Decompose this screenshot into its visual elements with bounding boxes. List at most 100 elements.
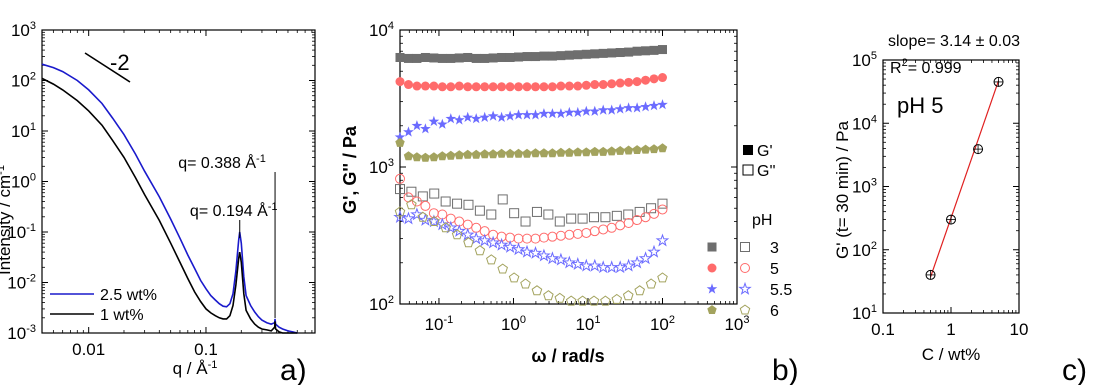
marker-storage-ph-5.5 — [445, 113, 457, 124]
marker-storage-ph-5 — [657, 73, 667, 83]
marker-storage-ph-3 — [590, 49, 600, 59]
marker-storage-ph-5.5 — [631, 102, 643, 113]
marker-storage-ph-6 — [564, 147, 575, 157]
marker-storage-ph-3 — [403, 53, 413, 63]
marker-loss-ph-3 — [417, 191, 428, 202]
marker-storage-ph-3 — [624, 47, 634, 57]
marker-storage-ph-5 — [547, 82, 557, 92]
marker-loss-ph-5 — [606, 222, 617, 233]
marker-storage-ph-3 — [657, 45, 667, 55]
marker-loss-ph-6 — [486, 254, 497, 265]
marker-loss-ph-3 — [634, 206, 645, 217]
marker-storage-ph-3 — [395, 52, 405, 62]
marker-storage-ph-5.5 — [504, 110, 516, 121]
marker-loss-ph-6 — [463, 237, 474, 248]
marker-loss-ph-5.5 — [503, 239, 517, 253]
marker-storage-ph-6 — [615, 145, 625, 155]
y-tick-label: 10-2 — [7, 273, 36, 293]
marker-storage-ph-3 — [547, 51, 557, 61]
legend-ph-label-3: 3 — [770, 240, 779, 257]
marker-storage-ph-3 — [649, 45, 659, 55]
marker-storage-ph-6 — [657, 143, 668, 153]
marker-storage-ph-5 — [624, 77, 634, 87]
marker-loss-ph-5 — [555, 230, 566, 241]
marker-loss-ph-6 — [508, 272, 520, 283]
panel-a-y-label-main: Intensity / cm — [0, 175, 14, 275]
marker-loss-ph-5 — [462, 219, 473, 230]
marker-storage-ph-5.5 — [487, 110, 499, 121]
marker-loss-ph-3 — [646, 203, 657, 214]
marker-loss-ph-6 — [577, 295, 588, 306]
marker-storage-ph-5 — [607, 79, 617, 89]
x-tick-label-base: 10 — [650, 315, 669, 334]
marker-storage-ph-5.5 — [436, 118, 448, 129]
marker-storage-ph-5 — [488, 82, 498, 92]
legend-ph-label-6: 6 — [770, 303, 779, 320]
marker-storage-ph-5.5 — [462, 111, 474, 123]
legend-filled-ph-6 — [707, 305, 717, 315]
marker-storage-ph-5 — [598, 80, 608, 90]
marker-storage-ph-5.5 — [640, 101, 651, 112]
marker-loss-ph-5.5 — [511, 242, 526, 256]
marker-loss-ph-6 — [451, 229, 463, 240]
marker-loss-ph-5.5 — [579, 258, 594, 272]
panel-c-x-axis-label: C / wt% — [922, 345, 981, 364]
peak-2-label-sup: -1 — [256, 153, 266, 165]
series-line-blue — [41, 63, 298, 334]
panel-a-x-axis-label: q / Å-1 — [173, 359, 218, 378]
peak-2-label: q= 0.388 Å-1 — [178, 153, 266, 172]
marker-loss-ph-3 — [406, 186, 417, 197]
y-tick-label-base: 10 — [7, 324, 26, 343]
marker-storage-ph-6 — [513, 148, 524, 158]
marker-storage-ph-6 — [437, 151, 448, 161]
marker-storage-ph-5.5 — [597, 104, 609, 115]
panel-c-ph-annotation: pH 5 — [897, 93, 943, 118]
marker-loss-ph-6 — [474, 245, 486, 256]
marker-storage-ph-5.5 — [589, 105, 601, 116]
panel-b-legend: G' G'' pH 3 5 5.5 6 — [706, 143, 792, 320]
y-tick-label-exp: -1 — [26, 222, 36, 234]
marker-storage-ph-5 — [471, 82, 481, 92]
y-tick-label-base: 10 — [852, 114, 871, 133]
marker-storage-ph-6 — [454, 150, 465, 160]
marker-loss-ph-6 — [428, 215, 440, 226]
marker-loss-ph-5.5 — [469, 231, 484, 245]
marker-storage-ph-5.5 — [547, 108, 558, 119]
marker-loss-ph-6 — [657, 272, 668, 283]
y-tick-label-exp: 2 — [30, 71, 36, 83]
y-tick-label-base: 10 — [11, 122, 30, 141]
marker-storage-ph-5.5 — [572, 106, 584, 118]
marker-loss-ph-5 — [538, 232, 549, 243]
marker-loss-ph-3 — [497, 194, 508, 205]
y-tick-label-base: 10 — [852, 304, 871, 323]
y-tick-label-base: 10 — [369, 158, 388, 177]
marker-storage-ph-6 — [471, 149, 481, 159]
legend-open-ph-5 — [740, 263, 750, 273]
x-tick-label: 0.1 — [871, 320, 895, 339]
marker-storage-ph-6 — [547, 148, 558, 158]
marker-loss-ph-5 — [420, 200, 431, 211]
marker-loss-ph-5 — [411, 196, 422, 207]
legend-open-ph-3 — [740, 242, 750, 252]
marker-storage-ph-3 — [497, 52, 507, 62]
legend-open-ph-6 — [739, 304, 751, 315]
marker-storage-ph-3 — [556, 51, 566, 61]
marker-storage-ph-3 — [488, 53, 498, 63]
marker-storage-ph-3 — [463, 52, 473, 62]
y-tick-label-exp: 4 — [388, 20, 394, 32]
panel-c-r2-main: R — [890, 60, 902, 77]
marker-storage-ph-3 — [480, 53, 490, 63]
marker-loss-ph-5.5 — [647, 244, 661, 258]
marker-loss-ph-5 — [598, 224, 609, 235]
marker-loss-ph-3 — [589, 212, 600, 223]
marker-loss-ph-5.5 — [393, 210, 407, 224]
marker-loss-ph-5 — [530, 233, 541, 244]
marker-storage-ph-5 — [446, 82, 456, 92]
marker-storage-ph-5 — [649, 74, 659, 84]
x-tick-label: 0.01 — [72, 340, 105, 359]
marker-loss-ph-6 — [543, 290, 554, 301]
panel-b-series — [393, 45, 670, 306]
marker-storage-ph-3 — [607, 48, 617, 58]
marker-storage-ph-6 — [446, 150, 456, 160]
marker-loss-ph-6 — [520, 278, 531, 289]
